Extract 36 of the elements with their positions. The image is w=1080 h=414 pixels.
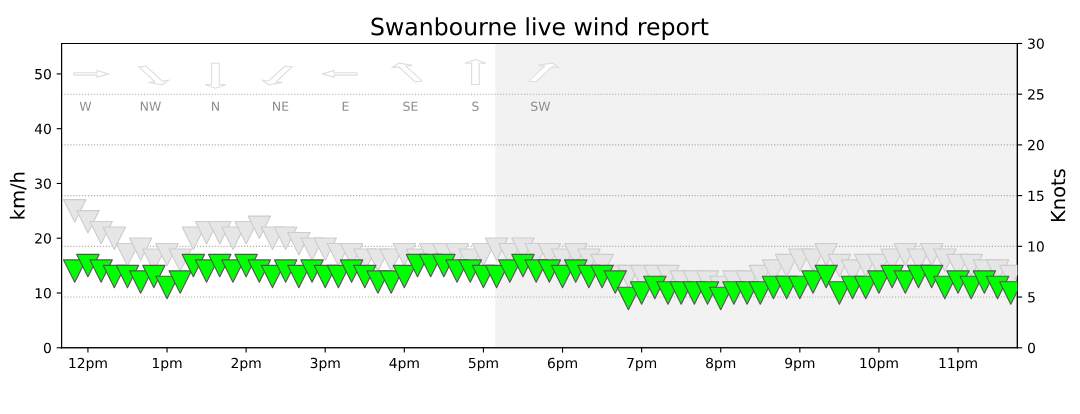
x-tick-label: 1pm: [152, 357, 182, 371]
x-tick-label: 5pm: [468, 357, 498, 371]
y2-tick-label: 15: [1028, 190, 1044, 202]
y-axis-title: km/h: [9, 172, 27, 219]
annotation: NE: [273, 101, 289, 111]
y2-axis-title: Knots: [1050, 169, 1066, 222]
x-tick-label: 8pm: [706, 357, 736, 371]
chart-title: Swanbourne live wind report: [371, 17, 709, 41]
y2-tick-label: 25: [1028, 89, 1044, 100]
y2-tick-label: 10: [1028, 241, 1044, 252]
x-tick-label: 12pm: [69, 357, 107, 371]
x-tick-label: 6pm: [547, 357, 577, 371]
y2-tick-label: 5: [1028, 292, 1035, 303]
y-tick-label: 0: [43, 342, 51, 354]
x-tick-label: 4pm: [389, 357, 419, 371]
x-tick-label: 11pm: [939, 357, 977, 371]
y-tick-label: 10: [35, 287, 51, 299]
x-tick-label: 10pm: [860, 357, 898, 371]
y2-tick-label: 20: [1028, 139, 1044, 151]
x-tick-label: 7pm: [627, 357, 657, 371]
annotation: S: [472, 101, 479, 111]
y-tick-label: 50: [35, 68, 51, 80]
annotation: E: [342, 101, 349, 111]
annotation: SW: [531, 101, 551, 111]
y2-tick-label: 30: [1028, 38, 1044, 49]
x-tick-label: 3pm: [310, 357, 340, 371]
x-tick-label: 2pm: [231, 357, 261, 371]
annotation: SE: [403, 101, 418, 111]
annotation: NW: [140, 101, 161, 111]
y-tick-label: 30: [35, 178, 51, 189]
y2-tick-label: 0: [1028, 342, 1035, 354]
x-tick-label: 9pm: [785, 357, 815, 371]
y-tick-label: 20: [35, 233, 51, 244]
y-tick-label: 40: [34, 123, 51, 135]
annotation: N: [211, 101, 219, 111]
annotation: W: [79, 101, 92, 111]
